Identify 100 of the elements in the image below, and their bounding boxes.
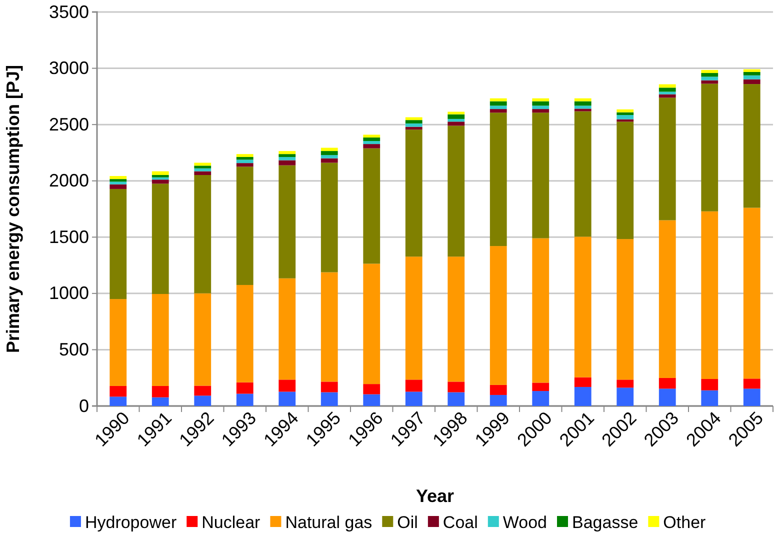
- bar: [616, 122, 634, 240]
- bar: [448, 392, 465, 406]
- y-axis-title: Primary energy consumption [PJ]: [3, 64, 23, 354]
- bar: [405, 380, 422, 392]
- bar: [152, 294, 169, 386]
- bar: [110, 299, 127, 386]
- bar: [743, 79, 760, 84]
- legend-label: Nuclear: [202, 513, 261, 532]
- bar: [532, 391, 550, 406]
- bar: [278, 165, 296, 278]
- bar: [194, 396, 212, 406]
- bar: [152, 184, 169, 294]
- bar: [110, 396, 127, 406]
- bar: [616, 115, 634, 120]
- bar: [743, 75, 760, 80]
- bar: [278, 392, 296, 406]
- bar: [616, 109, 634, 112]
- bar: [658, 88, 676, 92]
- bar: [110, 176, 127, 180]
- legend-label: Natural gas: [285, 513, 372, 532]
- bar: [448, 382, 465, 392]
- bar: [194, 293, 212, 386]
- bar: [405, 120, 422, 124]
- bar: [701, 84, 718, 212]
- bar: [320, 382, 338, 392]
- bar: [236, 284, 254, 382]
- bar: [320, 151, 338, 156]
- bar: [152, 171, 169, 176]
- bar: [490, 384, 507, 395]
- bar: [194, 166, 212, 168]
- bar: [658, 92, 676, 94]
- legend-label: Hydropower: [84, 513, 177, 532]
- bar: [574, 106, 592, 109]
- bar: [236, 163, 254, 167]
- bar: [363, 138, 380, 142]
- bar: [574, 236, 592, 378]
- bar: [236, 394, 254, 406]
- legend-label: Wood: [502, 513, 548, 532]
- y-tick-label: 1000: [48, 283, 89, 304]
- bar: [448, 114, 465, 119]
- bar: [743, 208, 760, 379]
- y-tick-label: 0: [78, 396, 89, 416]
- bar: [110, 188, 127, 300]
- bar: [363, 264, 380, 384]
- bar: [532, 101, 550, 106]
- legend-label: Oil: [397, 513, 418, 532]
- bar: [363, 144, 380, 148]
- bar: [616, 112, 634, 116]
- bar: [320, 392, 338, 406]
- bar: [616, 380, 634, 388]
- legend-label: Coal: [442, 513, 478, 532]
- bar: [278, 154, 296, 157]
- bar: [194, 386, 212, 396]
- bar: [490, 106, 507, 110]
- bar: [743, 378, 760, 389]
- bar: [490, 246, 507, 385]
- bar: [278, 160, 296, 166]
- bar: [448, 122, 465, 126]
- y-tick-label: 500: [58, 339, 89, 360]
- bar: [701, 211, 718, 379]
- bar: [448, 256, 465, 382]
- bar: [490, 112, 507, 246]
- bar: [278, 151, 296, 154]
- bar: [490, 98, 507, 102]
- y-tick-label: 2000: [48, 170, 89, 191]
- bar: [405, 256, 422, 380]
- bar: [743, 69, 760, 72]
- y-tick-label: 1500: [48, 226, 89, 247]
- bar: [532, 109, 550, 113]
- bar: [658, 388, 676, 406]
- bar: [658, 378, 676, 389]
- bar: [701, 76, 718, 80]
- bar: [320, 148, 338, 152]
- bar: [236, 166, 254, 285]
- bar: [701, 378, 718, 390]
- bar: [532, 382, 550, 392]
- y-tick-label: 2500: [48, 114, 89, 134]
- bar: [448, 118, 465, 122]
- bar: [110, 386, 127, 397]
- bar: [320, 155, 338, 158]
- bar: [532, 106, 550, 110]
- bar: [110, 184, 127, 189]
- bar: [658, 220, 676, 378]
- bar: [701, 390, 718, 406]
- bar: [448, 126, 465, 257]
- bar: [405, 392, 422, 406]
- bar: [236, 154, 254, 157]
- bar: [194, 175, 212, 294]
- bar: [658, 98, 676, 220]
- bar: [743, 388, 760, 406]
- bar: [574, 108, 592, 112]
- bar: [616, 388, 634, 406]
- bar: [448, 112, 465, 114]
- bar: [152, 386, 169, 398]
- bar: [532, 98, 550, 102]
- bar: [363, 148, 380, 264]
- bar: [701, 73, 718, 77]
- bar: [574, 98, 592, 102]
- y-tick-label: 3000: [48, 58, 89, 78]
- bar: [743, 84, 760, 208]
